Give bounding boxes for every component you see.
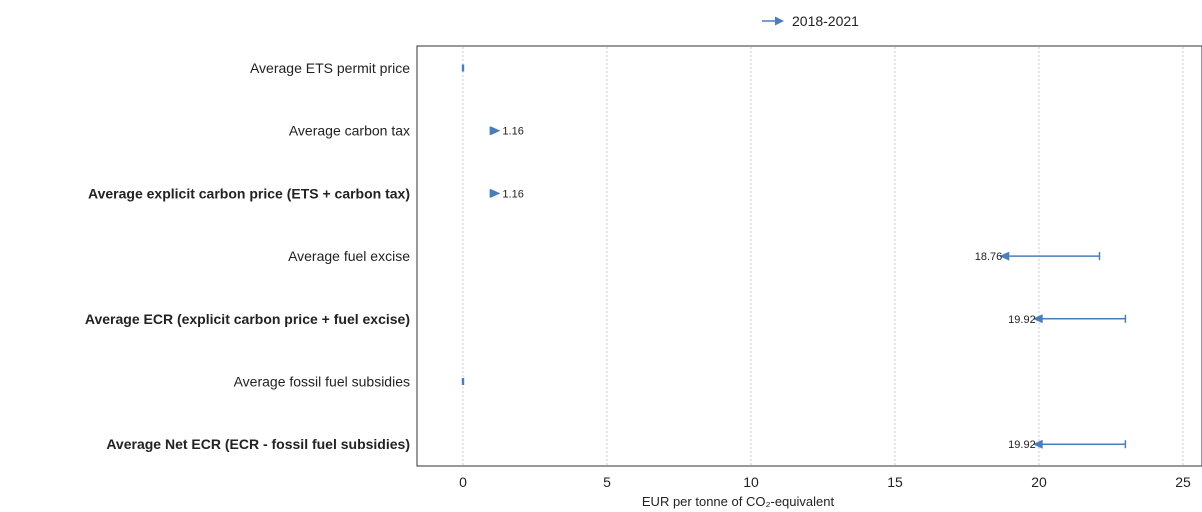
data-label: 18.76 [975,251,1003,263]
arrow-head [1032,439,1043,449]
data-mark [461,64,465,72]
x-tick-label: 15 [887,474,903,490]
x-tick-labels: 0 5 10 15 20 25 [459,474,1191,490]
x-axis-label: EUR per tonne of CO₂-equivalent [642,494,835,509]
data-label: 19.92 [1008,439,1036,451]
category-label: Average carbon tax [289,123,410,139]
plot-frame [416,45,1202,467]
x-tick-label: 10 [743,474,759,490]
legend-label: 2018-2021 [792,13,859,29]
arrow-head [999,251,1010,261]
category-label: Average ECR (explicit carbon price + fue… [85,311,410,327]
data-label: 1.16 [502,126,523,138]
arrow-head [1032,314,1043,324]
x-tick-label: 0 [459,474,467,490]
category-label: Average fuel excise [288,248,410,264]
legend-arrow-icon [775,16,784,26]
x-tick-label: 5 [603,474,611,490]
data-mark [461,378,465,385]
arrow-head [490,188,501,198]
arrow-head [490,126,501,136]
category-label: Average explicit carbon price (ETS + car… [88,185,410,201]
data-label: 1.16 [502,188,523,200]
category-label: Average ETS permit price [250,60,410,76]
category-label: Average fossil fuel subsidies [234,374,410,390]
category-label: Average Net ECR (ECR - fossil fuel subsi… [106,436,410,452]
x-tick-label: 20 [1031,474,1047,490]
data-marks: 1.16 1.16 18.76 19.92 19.92 [461,64,1127,451]
x-tick-label: 25 [1175,474,1191,490]
data-label: 19.92 [1008,314,1036,326]
legend: 2018-2021 [762,13,859,29]
grid-lines [462,47,1184,465]
category-labels: Average ETS permit price Average carbon t… [85,60,410,452]
